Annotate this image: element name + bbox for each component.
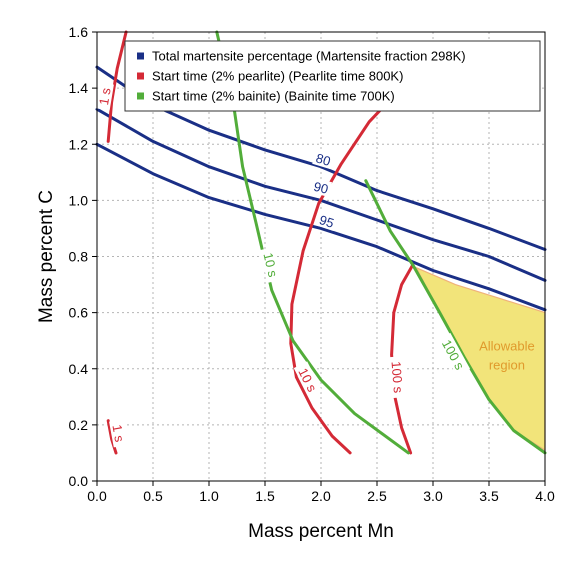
region-label-line: Allowable [479, 339, 535, 354]
y-tick-label: 0.4 [69, 361, 89, 377]
x-tick-label: 2.5 [367, 488, 387, 504]
legend-box [124, 40, 541, 112]
series-layer [95, 30, 547, 455]
martensite-curve-95 [95, 142, 547, 312]
curve-label-95: 95 [317, 212, 335, 231]
legend-swatch [137, 92, 144, 100]
curve-label-background [259, 246, 283, 283]
curve-label-90: 90 [312, 179, 330, 197]
legend-entry: Start time (2% bainite) (Bainite time 70… [152, 89, 395, 104]
curve-label-1s: 1 s [109, 423, 127, 443]
curve-label-background [310, 177, 333, 197]
curve-label-background [315, 210, 339, 231]
curve-label-1s: 1 s [96, 86, 114, 106]
y-axis-ticks: 0.0 0.2 0.4 0.6 0.8 1.0 1.2 1.4 1.6 [69, 24, 97, 489]
curve-label-10s: 10 s [260, 251, 280, 279]
curve-label-background [293, 361, 323, 399]
legend-entry: Total martensite percentage (Martensite … [152, 49, 466, 64]
y-tick-label: 1.2 [69, 136, 89, 152]
curve-label-background [109, 418, 129, 448]
y-tick-label: 0.0 [69, 473, 89, 489]
curve-label-80: 80 [314, 150, 332, 169]
y-axis-label: Mass percent C [36, 190, 57, 323]
y-tick-label: 1.0 [69, 192, 89, 208]
y-tick-label: 1.4 [69, 80, 89, 96]
curve-label-background [388, 356, 407, 399]
y-tick-label: 0.2 [69, 417, 89, 433]
x-tick-label: 2.0 [311, 488, 331, 504]
y-tick-label: 0.6 [69, 305, 89, 321]
legend-swatch [137, 52, 144, 60]
legend: Total martensite percentage (Martensite … [124, 40, 541, 112]
x-tick-label: 1.0 [199, 488, 219, 504]
x-tick-label: 0.5 [143, 488, 163, 504]
curve-label-background [94, 82, 114, 111]
martensite-curve-80 [95, 65, 547, 251]
curve-label-background [437, 332, 471, 377]
y-tick-label: 1.6 [69, 24, 89, 40]
x-tick-label: 0.0 [87, 488, 107, 504]
curve-label-100s: 100 s [388, 361, 406, 394]
y-tick-label: 0.8 [69, 249, 89, 265]
pearlite-curve-10s [289, 97, 392, 455]
x-axis-label: Mass percent Mn [248, 521, 394, 542]
legend-entry: Start time (2% pearlite) (Pearlite time … [152, 69, 403, 84]
x-tick-label: 3.5 [479, 488, 499, 504]
pearlite-curve-1s [106, 30, 128, 143]
x-tick-label: 4.0 [535, 488, 555, 504]
pearlite-curve-100s [390, 263, 415, 455]
pearlite-curve-1s [106, 419, 118, 455]
x-axis-ticks: 0.0 0.5 1.0 1.5 2.0 2.5 3.0 3.5 4.0 [87, 481, 555, 504]
region-label-line: region [489, 358, 525, 373]
bainite-curve-10s [215, 30, 410, 455]
bainite-curve-100s [364, 179, 547, 455]
legend-swatch [137, 72, 144, 80]
curve-label-background [312, 149, 335, 170]
x-tick-label: 3.0 [423, 488, 443, 504]
x-tick-label: 1.5 [255, 488, 275, 504]
